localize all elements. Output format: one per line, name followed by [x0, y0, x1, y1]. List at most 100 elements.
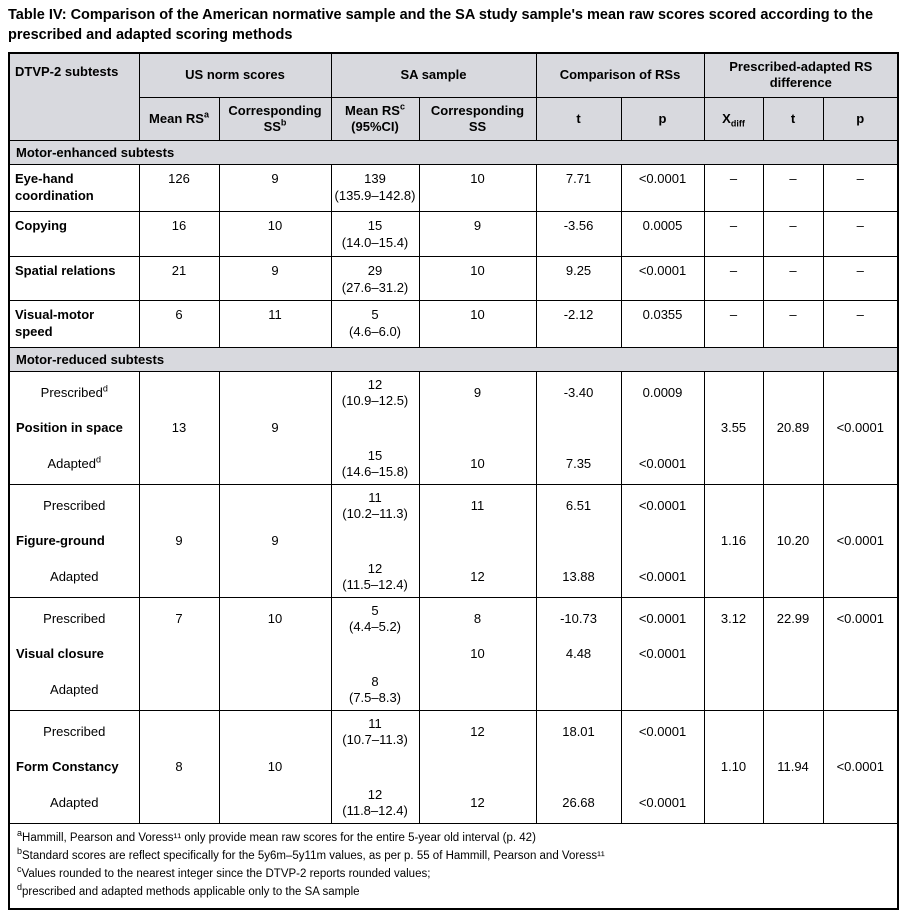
diff-p-cell: <0.0001 [822, 371, 899, 486]
us-ss-cell: 9 [218, 255, 332, 302]
p-value-cell: <0.0001 <0.0001 [620, 597, 705, 712]
us-mean-rs-cell: 21 [138, 255, 220, 302]
prescribed-sa-mean: 11 (10.7–11.3) [342, 715, 408, 747]
adapted-p: <0.0001 [638, 455, 687, 471]
subtest-name: Position in space [16, 420, 123, 436]
us-ss-cell: 10 [218, 597, 332, 712]
header-column-row: Mean RSa Corresponding SSb Mean RSc (95%C… [9, 96, 899, 142]
subtest-name-cell: Copying [8, 210, 140, 257]
sa-ci-value: (27.6–31.2) [341, 279, 409, 295]
p-value-cell: 0.0005 [620, 210, 705, 257]
adapted-label: Adapted [50, 794, 99, 810]
adapted-t: 4.48 [565, 646, 592, 662]
us-mean-value: 8 [175, 759, 183, 775]
us-ss-value: 9 [271, 420, 279, 436]
t-value-cell: -10.73 4.48 [535, 597, 622, 712]
t-value-cell: -2.12 [535, 300, 622, 349]
diff-t-value: 10.20 [776, 533, 810, 549]
xdiff-cell: – [703, 255, 764, 302]
sa-mean-rs-cell: 5 (4.4–5.2) 8 (7.5–8.3) [330, 597, 420, 712]
xdiff-cell: 3.55 [703, 371, 764, 486]
footnote-d: dprescribed and adapted methods applicab… [17, 882, 890, 902]
adapted-t: 26.68 [562, 794, 595, 810]
diff-t-cell: 10.20 [762, 484, 824, 599]
adapted-sa-ss: 12 [470, 794, 485, 810]
xdiff-cell: 1.10 [703, 710, 764, 825]
header-group-row: DTVP-2 subtests US norm scores SA sample… [8, 52, 899, 142]
adapted-sa-mean: 15 (14.6–15.8) [341, 447, 409, 479]
t-value-cell: -3.40 7.35 [535, 371, 622, 486]
prescribed-label: Prescribed [43, 610, 106, 626]
sa-ss-cell: 9 10 [418, 371, 537, 486]
footnote-marker-a: a [203, 109, 209, 120]
us-mean-value: 9 [175, 533, 183, 549]
col-header-comparison-t: t [535, 96, 622, 142]
diff-p-value: <0.0001 [836, 759, 884, 775]
adapted-sa-mean: 12 (11.8–12.4) [342, 786, 408, 818]
row-eye-hand-coordination: Eye-hand coordination 126 9 139 (135.9–14… [8, 164, 899, 212]
diff-t-value: 11.94 [777, 759, 809, 775]
sa-mean-value: 5 [371, 307, 379, 323]
sa-mean-rs-cell: 15 (14.0–15.4) [330, 210, 420, 257]
t-value-cell: 7.71 [535, 164, 622, 212]
adapted-sa-ss: 10 [470, 646, 485, 662]
col-header-subtests: DTVP-2 subtests [8, 52, 140, 142]
xdiff-cell: – [703, 300, 764, 349]
xdiff-value: 1.10 [720, 759, 747, 775]
adapted-label: Adaptedd [47, 454, 101, 471]
diff-p-cell: – [822, 255, 899, 302]
col-group-sa-sample: SA sample [330, 52, 537, 98]
sa-mean-rs-cell: 11 (10.2–11.3) 12 (11.5–12.4) [330, 484, 420, 599]
xdiff-value: 1.16 [720, 533, 747, 549]
diff-p-cell: <0.0001 [822, 484, 899, 599]
sa-mean-rs-label: Mean RS [345, 102, 400, 118]
prescribed-sa-mean: 11 (10.2–11.3) [342, 489, 408, 521]
prescribed-t: 6.51 [565, 497, 592, 513]
adapted-label: Adapted [50, 681, 99, 697]
subtest-name-cell: Prescribed Figure-ground Adapted [8, 484, 140, 599]
xdiff-sub-label: diff [730, 118, 745, 129]
footnote-marker: c [17, 864, 22, 875]
subtest-name-cell: Prescribedd Position in space Adaptedd [8, 371, 140, 486]
prescribed-p: <0.0001 [638, 497, 687, 513]
sa-ss-label: Corresponding SS [430, 102, 525, 134]
p-value-cell: <0.0001 <0.0001 [620, 710, 705, 825]
sa-ss-cell: 9 [418, 210, 537, 257]
diff-t-cell: – [762, 210, 824, 257]
diff-t-cell: – [762, 164, 824, 212]
us-mean-rs-cell: 9 [138, 484, 220, 599]
adapted-p: <0.0001 [638, 568, 687, 584]
subtest-name: Form Constancy [16, 759, 119, 775]
sa-mean-rs-cell: 11 (10.7–11.3) 12 (11.8–12.4) [330, 710, 420, 825]
prescribed-label: Prescribed [43, 723, 106, 739]
footnotes-row: aHammill, Pearson and Voress¹¹ only prov… [8, 823, 899, 909]
row-spatial-relations: Spatial relations 21 9 29 (27.6–31.2) 10 … [8, 255, 899, 302]
row-figure-ground: Prescribed Figure-ground Adapted 9 9 11(… [8, 484, 899, 599]
us-ss-cell: 10 [218, 210, 332, 257]
diff-t-value: 22.99 [776, 610, 810, 626]
adapted-sa-mean: 8 (7.5–8.3) [348, 673, 402, 705]
col-group-us-norm-scores: US norm scores [138, 52, 332, 98]
us-ss-label: Corresponding SS [228, 102, 322, 134]
footnote-text: Values rounded to the nearest integer si… [21, 867, 431, 880]
col-header-us-mean-rs: Mean RSa [138, 96, 220, 142]
col-header-sa-corresponding-ss: Corresponding SS [418, 96, 537, 142]
sa-ss-cell: 10 [418, 300, 537, 349]
footnote-marker-b: b [280, 117, 287, 128]
prescribed-sa-mean: 5 (4.4–5.2) [348, 602, 402, 634]
prescribed-sa-ss: 11 [470, 497, 485, 513]
diff-p-cell: <0.0001 [822, 597, 899, 712]
us-ss-cell: 10 [218, 710, 332, 825]
prescribed-sa-mean: 12 (10.9–12.5) [341, 376, 409, 408]
adapted-label: Adapted [50, 568, 99, 584]
subtest-name-cell: Eye-hand coordination [8, 164, 140, 212]
adapted-sa-ss: 10 [470, 455, 485, 471]
adapted-sa-ss: 12 [470, 568, 485, 584]
diff-t-cell: 11.94 [762, 710, 824, 825]
col-header-sa-mean-rs: Mean RSc (95%CI) [330, 96, 420, 142]
us-mean-rs-cell: 13 [138, 371, 220, 486]
diff-p-cell: <0.0001 [822, 710, 899, 825]
footnote-text: Hammill, Pearson and Voress¹¹ only provi… [22, 832, 536, 845]
adapted-p: <0.0001 [638, 794, 687, 810]
xdiff-cell: – [703, 210, 764, 257]
